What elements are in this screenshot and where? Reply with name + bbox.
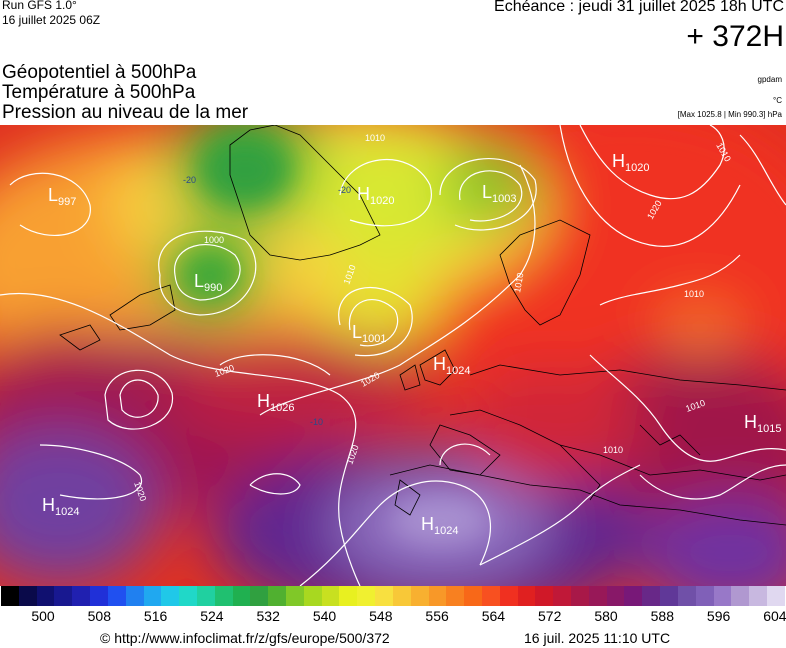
colorbar-swatch xyxy=(428,586,447,606)
pressure-center: H1024 xyxy=(433,354,470,377)
credit-url: © http://www.infoclimat.fr/z/gfs/europe/… xyxy=(100,630,390,646)
colorbar-swatch xyxy=(107,586,126,606)
colorbar-tick: 532 xyxy=(256,608,280,624)
colorbar-swatch xyxy=(713,586,732,606)
run-title: Run GFS 1.0° xyxy=(2,0,77,12)
colorbar-swatch xyxy=(196,586,215,606)
isobar-label: 1000 xyxy=(204,235,224,245)
colorbar-swatch xyxy=(660,586,678,606)
colorbar-tick: 596 xyxy=(706,608,731,624)
colorbar-tick: 604 xyxy=(763,608,786,624)
colorbar-swatch xyxy=(749,586,767,606)
pressure-center: H1020 xyxy=(357,184,394,207)
colorbar-swatch xyxy=(303,586,322,606)
colorbar-swatch xyxy=(481,586,500,606)
colorbar-swatch xyxy=(18,586,37,606)
field-geopotential: Géopotentiel à 500hPa xyxy=(2,62,197,83)
temperature-label: -20 xyxy=(183,175,196,185)
unit-temperature: °C xyxy=(773,96,782,105)
run-date: 16 juillet 2025 06Z xyxy=(2,13,101,27)
colorbar-tick: 516 xyxy=(143,608,168,624)
colorbar-tick: 588 xyxy=(650,608,674,624)
pressure-center: L990 xyxy=(194,271,222,294)
isobar-label: 1010 xyxy=(365,133,385,143)
colorbar-tick: 540 xyxy=(312,608,337,624)
colorbar-swatch xyxy=(232,586,251,606)
colorbar-swatch xyxy=(36,586,55,606)
colorbar-swatch xyxy=(535,586,554,606)
colorbar-ticks: 500 508 516 524 532 540 548 556 564 572 580 588 596 6… xyxy=(0,608,786,626)
unit-geopotential: gpdam xyxy=(757,75,782,84)
colorbar-swatch xyxy=(161,586,180,606)
colorbar-swatch xyxy=(695,586,714,606)
colorbar-swatch xyxy=(553,586,571,606)
colorbar-swatch xyxy=(268,586,286,606)
valid-time: Echéance : jeudi 31 juillet 2025 18h UTC xyxy=(494,0,784,15)
pressure-center: H1015 xyxy=(744,412,781,435)
colorbar-tick: 564 xyxy=(481,608,506,624)
temperature-label: -10 xyxy=(310,417,323,427)
colorbar-tick: 548 xyxy=(369,608,393,624)
colorbar-swatch xyxy=(72,586,91,606)
forecast-hour: + 372H xyxy=(686,20,784,53)
colorbar-swatch xyxy=(90,586,108,606)
pressure-range: [Max 1025.8 | Min 990.3] hPa xyxy=(677,110,782,119)
colorbar-swatch xyxy=(179,586,197,606)
field-temperature: Température à 500hPa xyxy=(2,82,196,103)
pressure-center: H1026 xyxy=(257,391,294,414)
colorbar-swatch xyxy=(446,586,465,606)
colorbar-tick: 556 xyxy=(425,608,449,624)
colorbar-swatch xyxy=(357,586,376,606)
colorbar-swatch xyxy=(339,586,358,606)
colorbar-tick: 580 xyxy=(594,608,618,624)
colorbar-swatch xyxy=(624,586,643,606)
colorbar xyxy=(1,586,785,606)
colorbar-swatch xyxy=(571,586,589,606)
pressure-center: L1003 xyxy=(482,182,517,205)
pressure-center: L997 xyxy=(48,185,76,208)
colorbar-swatch xyxy=(392,586,411,606)
isobar-label: 1010 xyxy=(684,289,704,299)
colorbar-tick: 500 xyxy=(31,608,55,624)
colorbar-swatch xyxy=(731,586,750,606)
temperature-label: -20 xyxy=(338,185,351,195)
pressure-center: H1024 xyxy=(42,495,79,518)
colorbar-tick: 524 xyxy=(200,608,224,624)
colorbar-tick: 572 xyxy=(538,608,562,624)
generated-date: 16 juil. 2025 11:10 UTC xyxy=(524,630,671,646)
isobar-label: 1010 xyxy=(603,445,623,455)
isobar-label: 1010 xyxy=(512,272,525,293)
colorbar-tick: 508 xyxy=(87,608,111,624)
colorbar-swatch xyxy=(54,586,73,606)
colorbar-swatch xyxy=(1,586,19,606)
pressure-center: H1020 xyxy=(612,151,649,174)
colorbar-swatch xyxy=(375,586,393,606)
weather-map: L997 H1020 L1003 H1020 L990 L1001 H1024 … xyxy=(0,125,786,586)
colorbar-swatch xyxy=(499,586,518,606)
isobars xyxy=(0,125,786,586)
coastlines xyxy=(59,125,786,526)
colorbar-swatch xyxy=(143,586,162,606)
colorbar-swatch xyxy=(606,586,625,606)
colorbar-swatch xyxy=(410,586,429,606)
colorbar-swatch xyxy=(214,586,233,606)
colorbar-swatch xyxy=(677,586,696,606)
colorbar-swatch xyxy=(321,586,340,606)
pressure-center: H1024 xyxy=(421,514,458,537)
colorbar-swatch xyxy=(766,586,785,606)
colorbar-swatch xyxy=(517,586,536,606)
colorbar-swatch xyxy=(286,586,304,606)
pressure-center: L1001 xyxy=(352,322,387,345)
field-pressure: Pression au niveau de la mer xyxy=(2,102,249,123)
colorbar-swatch xyxy=(464,586,482,606)
colorbar-swatch xyxy=(642,586,661,606)
colorbar-swatch xyxy=(125,586,144,606)
colorbar-swatch xyxy=(250,586,269,606)
geopotential-field xyxy=(0,125,786,586)
colorbar-swatch xyxy=(588,586,607,606)
